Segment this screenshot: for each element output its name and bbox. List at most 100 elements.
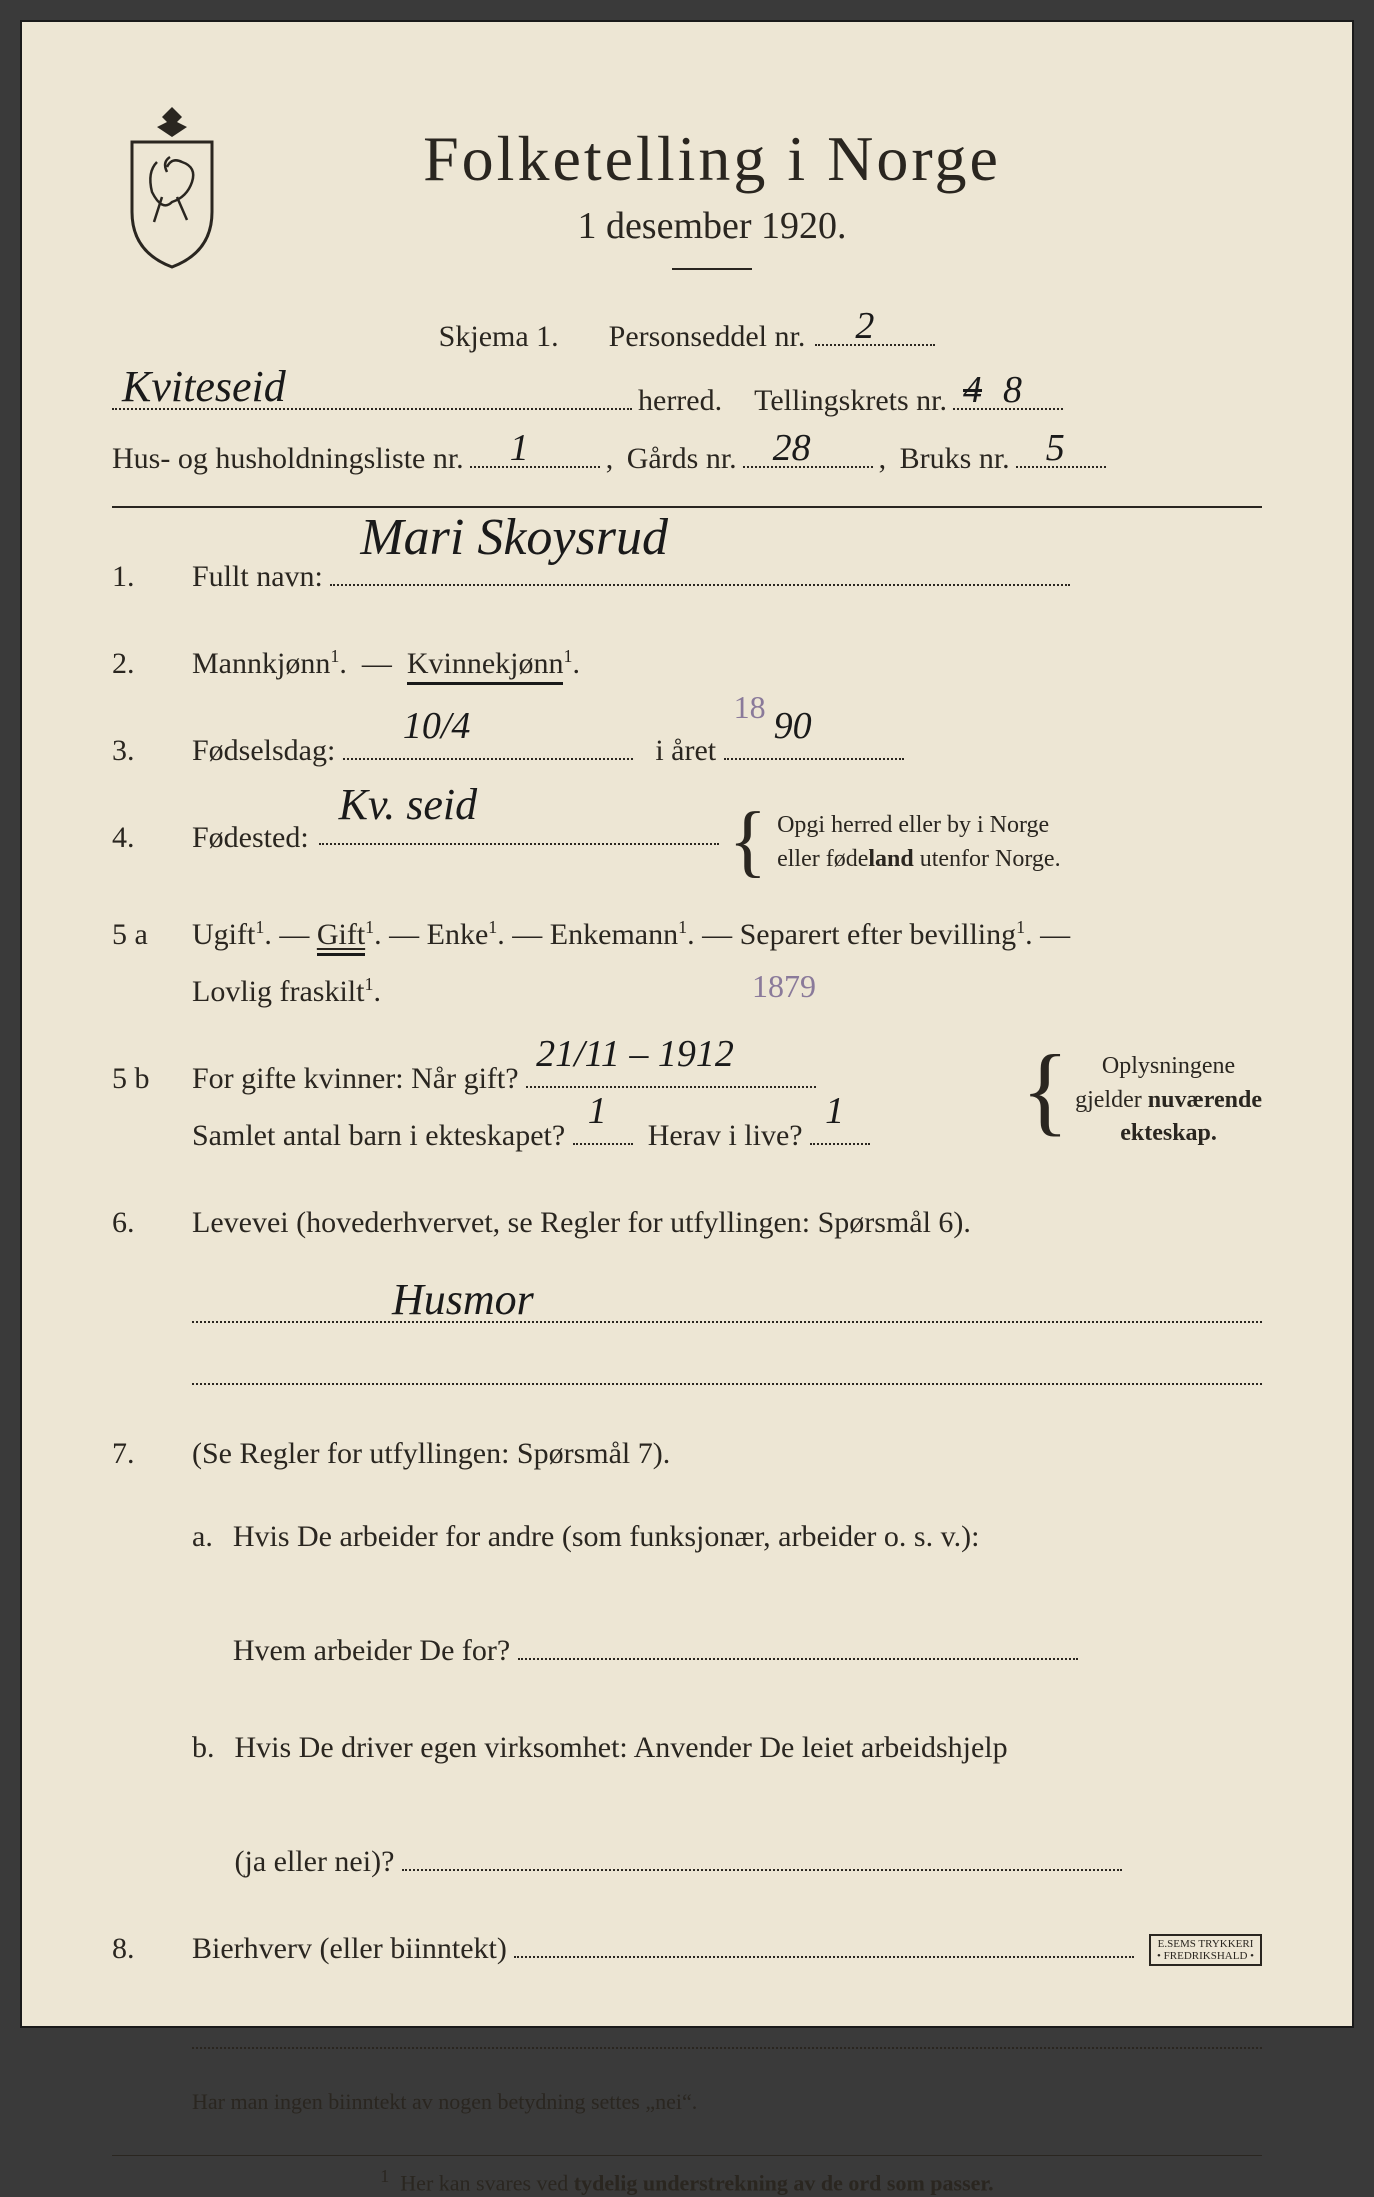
q5b-label-a: For gifte kvinner: Når gift? bbox=[192, 1062, 519, 1095]
main-divider bbox=[112, 506, 1262, 508]
q7a-text1: Hvis De arbeider for andre (som funksjon… bbox=[233, 1520, 980, 1553]
q5a-opt-4: Separert efter bevilling bbox=[740, 918, 1017, 951]
q1-num: 1. bbox=[112, 560, 172, 594]
meta-row-3: Hus- og husholdningsliste nr. 1 , Gårds … bbox=[112, 432, 1262, 476]
q7-num: 7. bbox=[112, 1437, 172, 1471]
q3-year-field: 18 90 bbox=[724, 724, 904, 760]
q4-num: 4. bbox=[112, 821, 172, 855]
q3-pencil-year: 18 bbox=[734, 677, 766, 738]
q5b-pencil: 1879 bbox=[752, 956, 816, 1017]
q5a-num: 5 a bbox=[112, 918, 172, 952]
hus-field: 1 bbox=[470, 432, 600, 468]
divider bbox=[672, 268, 752, 270]
q5a-opt-2: Enke bbox=[427, 918, 489, 951]
bruks-field: 5 bbox=[1016, 432, 1106, 468]
q7-label: (Se Regler for utfyllingen: Spørsmål 7). bbox=[192, 1437, 670, 1470]
q2-opt-a: Mannkjønn bbox=[192, 647, 330, 680]
question-6: 6. Levevei (hovederhvervet, se Regler fo… bbox=[112, 1194, 1262, 1251]
hus-label: Hus- og husholdningsliste nr. bbox=[112, 442, 464, 476]
brace-icon: { bbox=[1021, 1050, 1069, 1130]
q7a-text2: Hvem arbeider De for? bbox=[233, 1634, 510, 1667]
q4-label: Fødested: bbox=[192, 809, 309, 866]
personseddel-field: 2 bbox=[815, 310, 935, 346]
meta-row-1: Skjema 1. Personseddel nr. 2 bbox=[112, 310, 1262, 354]
q6-num: 6. bbox=[112, 1206, 172, 1240]
q7a-label: a. bbox=[192, 1508, 213, 1679]
q5b-gift-value: 21/11 – 1912 bbox=[536, 1018, 734, 1090]
question-4: 4. Fødested: Kv. seid { Opgi herred elle… bbox=[112, 809, 1262, 876]
q1-field: Mari Skoysrud bbox=[330, 550, 1070, 586]
q5b-label-c: Herav i live? bbox=[648, 1119, 803, 1152]
tellingskrets-struck: 4 bbox=[963, 368, 982, 412]
q8-field-1 bbox=[514, 1922, 1134, 1958]
skjema-label: Skjema 1. bbox=[439, 320, 559, 354]
q1-value: Mari Skoysrud bbox=[360, 489, 668, 588]
q5b-gift-field: 21/11 – 1912 bbox=[526, 1052, 816, 1088]
herred-value: Kviteseid bbox=[122, 361, 286, 412]
header: Folketelling i Norge 1 desember 1920. bbox=[112, 122, 1262, 300]
q3-year-value: 90 bbox=[774, 690, 812, 762]
gards-value: 28 bbox=[773, 426, 811, 470]
q7b-field bbox=[402, 1835, 1122, 1871]
q6-value: Husmor bbox=[392, 1274, 534, 1325]
bottom-rule bbox=[112, 2155, 1262, 2156]
question-3: 3. Fødselsdag: 10/4 i året 18 90 bbox=[112, 722, 1262, 779]
herred-field: Kviteseid bbox=[112, 374, 632, 410]
title-block: Folketelling i Norge 1 desember 1920. bbox=[262, 122, 1262, 300]
question-7: 7. (Se Regler for utfyllingen: Spørsmål … bbox=[112, 1425, 1262, 1890]
q5b-live-field: 1 bbox=[810, 1109, 870, 1145]
footer-note: 1 Her kan svares ved tydelig understrekn… bbox=[112, 2166, 1262, 2196]
bruks-label: Bruks nr. bbox=[900, 442, 1010, 476]
meta-row-2: Kviteseid herred. Tellingskrets nr. 4 8 bbox=[112, 374, 1262, 418]
q6-field-2 bbox=[192, 1343, 1262, 1385]
q3-label: Fødselsdag: bbox=[192, 734, 335, 767]
q5b-side: Oplysningene gjelder nuværende ekteskap. bbox=[1075, 1050, 1262, 1151]
q3-day-value: 10/4 bbox=[403, 690, 471, 762]
question-5a: 5 a Ugift1. — Gift1. — Enke1. — Enkemann… bbox=[112, 906, 1262, 1020]
coat-of-arms-icon bbox=[112, 102, 232, 272]
q8-label: Bierhverv (eller biinntekt) bbox=[192, 1932, 507, 1965]
q8-num: 8. bbox=[112, 1932, 172, 1966]
q7b-label: b. bbox=[192, 1719, 215, 1890]
brace-icon: { bbox=[729, 809, 767, 873]
page-title: Folketelling i Norge bbox=[262, 122, 1162, 196]
question-1: 1. Fullt navn: Mari Skoysrud bbox=[112, 548, 1262, 605]
q5a-opt-0: Ugift bbox=[192, 918, 255, 951]
q7b-text1: Hvis De driver egen virksomhet: Anvender… bbox=[235, 1731, 1008, 1764]
hus-value: 1 bbox=[510, 426, 529, 470]
q7a-field bbox=[518, 1624, 1078, 1660]
tellingskrets-label: Tellingskrets nr. bbox=[754, 384, 947, 418]
question-8: 8. Bierhverv (eller biinntekt) bbox=[112, 1920, 1262, 1977]
q8-field-2 bbox=[192, 2007, 1262, 2049]
footnote: Har man ingen biinntekt av nogen betydni… bbox=[192, 2089, 1262, 2115]
q2-num: 2. bbox=[112, 647, 172, 681]
page-subtitle: 1 desember 1920. bbox=[262, 204, 1162, 248]
question-5b: 5 b For gifte kvinner: Når gift? 21/11 –… bbox=[112, 1050, 1262, 1164]
q7b-text2: (ja eller nei)? bbox=[235, 1845, 395, 1878]
herred-label: herred. bbox=[638, 384, 722, 418]
gards-field: 28 bbox=[743, 432, 873, 468]
q1-label: Fullt navn: bbox=[192, 560, 323, 593]
q5b-label-b: Samlet antal barn i ekteskapet? bbox=[192, 1119, 565, 1152]
q5a-opt-1: Gift bbox=[317, 918, 365, 956]
gards-label: Gårds nr. bbox=[627, 442, 737, 476]
q2-opt-b: Kvinnekjønn bbox=[407, 647, 564, 685]
personseddel-value: 2 bbox=[855, 304, 874, 348]
q6-field-1: Husmor bbox=[192, 1281, 1262, 1323]
q3-day-field: 10/4 bbox=[343, 724, 633, 760]
q5a-opt-5: Lovlig fraskilt bbox=[192, 975, 364, 1008]
tellingskrets-value: 8 bbox=[1003, 368, 1022, 412]
q5b-num: 5 b bbox=[112, 1062, 172, 1096]
personseddel-label: Personseddel nr. bbox=[609, 320, 806, 354]
q3-num: 3. bbox=[112, 734, 172, 768]
q4-value: Kv. seid bbox=[339, 763, 478, 847]
q5b-barn-value: 1 bbox=[588, 1075, 607, 1147]
census-form-page: Folketelling i Norge 1 desember 1920. Sk… bbox=[20, 20, 1354, 2028]
bruks-value: 5 bbox=[1046, 426, 1065, 470]
q4-field: Kv. seid bbox=[319, 809, 719, 845]
q5b-barn-field: 1 bbox=[573, 1109, 633, 1145]
tellingskrets-field: 4 8 bbox=[953, 374, 1063, 410]
question-2: 2. Mannkjønn1. — Kvinnekjønn1. bbox=[112, 635, 1262, 692]
printer-stamp: E.SEMS TRYKKERI • FREDRIKSHALD • bbox=[1149, 1934, 1262, 1966]
q6-label: Levevei (hovederhvervet, se Regler for u… bbox=[192, 1206, 971, 1239]
